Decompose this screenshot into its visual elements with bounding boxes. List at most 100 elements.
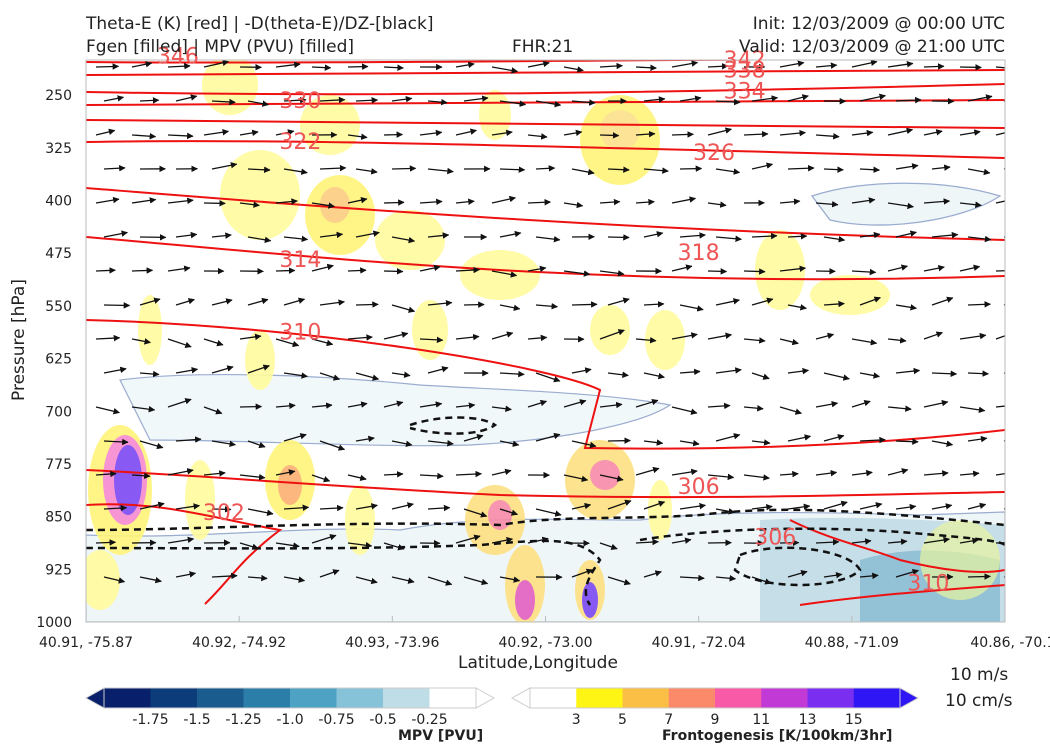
wind-arrow — [923, 198, 951, 205]
wind-arrow — [311, 402, 333, 409]
wind-arrow — [751, 576, 772, 585]
colorbar-swatch — [530, 688, 577, 708]
wind-arrow — [347, 474, 367, 482]
wind-arrow — [859, 436, 886, 444]
wind-arrow — [995, 270, 1005, 272]
wind-arrow — [563, 66, 584, 73]
wind-arrow — [751, 95, 779, 102]
wind-arrow — [859, 93, 886, 102]
forecast-hour: FHR:21 — [512, 37, 574, 57]
wind-arrow — [355, 503, 378, 510]
theta-e-contours — [86, 60, 1005, 606]
wind-arrow — [535, 235, 561, 243]
wind-arrow — [391, 440, 413, 448]
wind-arrow — [671, 264, 693, 272]
y-tick-label: 850 — [45, 510, 72, 526]
wind-arrow — [103, 230, 129, 238]
wind-arrow — [527, 536, 549, 544]
wind-arrow — [463, 434, 484, 442]
colorbar-swatch — [197, 688, 244, 708]
wind-arrow — [751, 372, 770, 380]
wind-arrow — [887, 202, 914, 210]
wind-arrow — [995, 405, 1005, 408]
wind-arrow — [239, 333, 262, 341]
wind-arrow — [715, 575, 737, 582]
colorbar-swatch — [576, 688, 623, 708]
wind-arrow — [95, 406, 120, 415]
colorbar-tick-label: -1.5 — [183, 712, 210, 728]
wind-arrow — [347, 133, 368, 140]
wind-arrow — [139, 576, 162, 584]
colorbar-extend-left — [84, 687, 105, 709]
colorbar-swatch — [761, 688, 808, 708]
wind-arrow — [455, 266, 480, 274]
wind-arrow — [391, 304, 416, 313]
wind-arrow — [743, 268, 766, 275]
wind-arrow — [499, 304, 521, 311]
wind-arrow — [527, 199, 552, 206]
wind-arrow — [679, 502, 706, 510]
wind-arrow — [815, 332, 835, 340]
x-axis-label: Latitude,Longitude — [458, 653, 618, 673]
colorbar-swatch — [807, 688, 855, 708]
wind-arrow — [283, 297, 306, 306]
wind-arrow — [707, 402, 731, 410]
wind-arrow — [635, 466, 660, 476]
wind-arrow — [635, 130, 656, 138]
plot-area — [86, 60, 1005, 622]
x-tick-label: 40.93, -73.96 — [345, 635, 439, 651]
wind-arrow — [491, 270, 518, 278]
wind-arrow — [167, 132, 194, 140]
wind-arrow — [175, 436, 202, 443]
wind-arrow — [499, 576, 521, 583]
wind-arrow — [391, 236, 416, 244]
wind-arrow — [643, 300, 665, 308]
wind-arrow — [959, 201, 982, 208]
wind-arrow — [535, 432, 561, 442]
theta-e-contour-label: 306 — [754, 526, 796, 551]
wind-arrow — [707, 473, 735, 481]
wind-arrow — [283, 96, 307, 104]
wind-arrow — [743, 130, 769, 138]
wind-arrow — [427, 366, 449, 374]
wind-arrow — [103, 504, 128, 512]
theta-e-contour-label: 338 — [724, 59, 766, 84]
theta-e-contour-label: 318 — [678, 241, 720, 266]
wind-arrow — [283, 504, 310, 511]
wind-arrow — [895, 96, 922, 104]
wind-arrow — [931, 231, 959, 239]
wind-arrow — [463, 508, 488, 518]
wind-arrow — [319, 569, 340, 578]
wind-arrow — [247, 100, 269, 107]
wind-arrow — [167, 62, 191, 70]
wind-arrow — [607, 297, 630, 306]
wind-arrow — [859, 372, 880, 379]
wind-arrow — [715, 168, 741, 175]
wind-arrow — [275, 129, 295, 136]
wind-arrow — [967, 573, 991, 580]
wind-arrow — [355, 97, 379, 104]
colorbar-swatch — [243, 688, 291, 708]
wind-arrow — [887, 127, 914, 136]
theta-e-contour-label: 346 — [157, 45, 199, 70]
wind-arrow — [275, 402, 296, 410]
wind-arrow — [347, 334, 373, 341]
wind-arrow — [707, 332, 733, 340]
wind-arrow — [95, 267, 116, 274]
wind-arrow — [167, 468, 194, 476]
wind-arrow — [751, 232, 778, 240]
wind-arrow — [1003, 100, 1005, 102]
theta-e-contour-label: 302 — [203, 501, 245, 526]
wind-arrow — [671, 196, 697, 204]
wind-arrow — [599, 198, 621, 206]
wind-arrow — [895, 503, 917, 511]
wind-arrow — [923, 399, 949, 408]
wind-arrow — [347, 267, 367, 274]
colorbar-tick-label: -0.75 — [318, 712, 354, 728]
wind-arrow — [815, 538, 840, 546]
x-tick-label: 40.88, -71.09 — [805, 635, 899, 651]
wind-arrow — [491, 331, 514, 340]
wind-arrow — [923, 129, 943, 136]
wind-arrow — [923, 536, 950, 544]
wind-arrow — [607, 371, 629, 378]
